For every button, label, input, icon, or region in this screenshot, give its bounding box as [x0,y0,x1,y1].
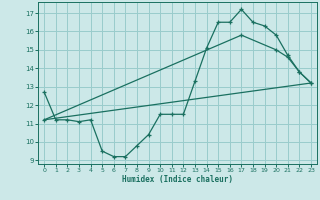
X-axis label: Humidex (Indice chaleur): Humidex (Indice chaleur) [122,175,233,184]
